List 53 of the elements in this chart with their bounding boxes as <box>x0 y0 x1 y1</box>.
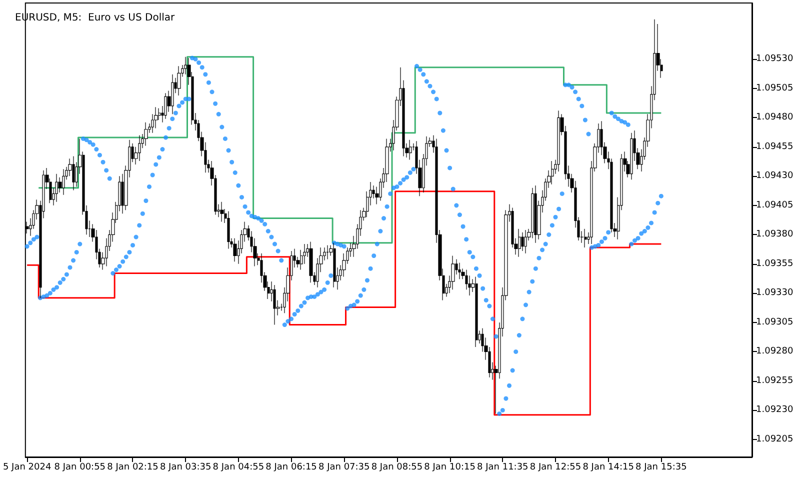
x-tick-label: 8 Jan 06:15 <box>266 462 317 472</box>
candlestick <box>518 228 521 258</box>
candlestick <box>72 156 75 191</box>
y-tick-label: 1.09280 <box>756 346 794 357</box>
candlestick <box>534 185 537 244</box>
candlestick <box>309 241 313 283</box>
candlestick <box>326 244 329 260</box>
candlestick <box>409 140 412 160</box>
x-tick-label: 8 Jan 04:55 <box>212 462 264 472</box>
candlestick <box>273 284 276 326</box>
candlestick <box>551 160 554 185</box>
y-tick-label: 1.09430 <box>756 171 794 182</box>
candlestick <box>584 228 587 248</box>
y-tick-label: 1.09330 <box>756 288 794 298</box>
candlestick <box>227 210 230 250</box>
candlestick <box>220 202 224 222</box>
x-tick-label: 8 Jan 08:55 <box>371 462 423 472</box>
candlestick <box>177 66 181 96</box>
y-tick-label: 1.09530 <box>756 54 794 64</box>
x-tick-label: 8 Jan 00:55 <box>54 462 106 472</box>
candlestick <box>451 255 455 290</box>
candlestick <box>233 238 237 262</box>
x-tick-label: 8 Jan 15:35 <box>636 462 687 472</box>
y-tick-label: 1.09505 <box>756 83 794 94</box>
x-tick-label: 8 Jan 12:55 <box>530 462 582 472</box>
x-tick-label: 8 Jan 10:15 <box>424 462 476 472</box>
y-tick-label: 1.09380 <box>756 230 794 240</box>
candlestick <box>62 168 65 196</box>
y-tick-label: 1.09255 <box>756 376 794 386</box>
candlestick <box>138 134 141 162</box>
candlestick <box>144 122 148 146</box>
y-tick-label: 1.09355 <box>756 258 794 269</box>
x-tick-label: 8 Jan 03:35 <box>160 462 212 472</box>
y-tick-label: 1.09230 <box>756 405 794 416</box>
x-tick-label: 8 Jan 14:15 <box>582 462 634 472</box>
candlestick <box>171 74 174 114</box>
candlestick <box>164 92 167 120</box>
y-tick-label: 1.09455 <box>756 142 794 152</box>
y-tick-label: 1.09305 <box>756 317 794 328</box>
x-tick-label: 8 Jan 11:35 <box>477 462 528 472</box>
y-tick-label: 1.09205 <box>756 434 794 444</box>
candlestick <box>630 132 633 180</box>
x-tick-label: 5 Jan 2024 <box>2 462 52 472</box>
y-tick-label: 1.09480 <box>756 112 794 123</box>
candlestick <box>557 110 560 172</box>
x-tick-label: 8 Jan 07:35 <box>318 462 370 472</box>
candlestick <box>55 174 58 202</box>
y-tick-label: 1.09405 <box>756 200 794 210</box>
candlestick <box>333 242 336 288</box>
candlestick <box>475 276 478 348</box>
candlestick <box>458 262 461 280</box>
candlestick <box>524 230 527 254</box>
x-tick-label: 8 Jan 02:15 <box>107 462 158 472</box>
